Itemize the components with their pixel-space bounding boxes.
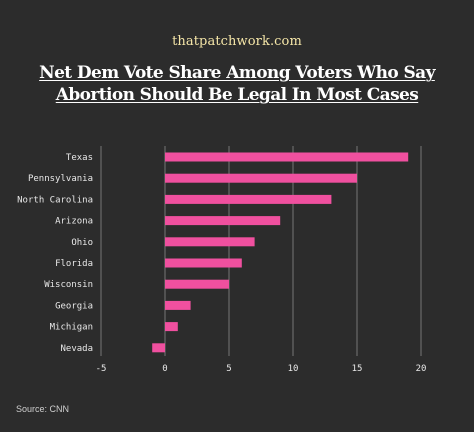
chart-title: Net Dem Vote Share Among Voters Who Say … bbox=[20, 62, 454, 106]
bar bbox=[165, 216, 281, 226]
x-tick-label: 15 bbox=[352, 364, 363, 374]
category-label: Nevada bbox=[60, 344, 93, 354]
x-tick-label: 0 bbox=[162, 364, 167, 374]
category-label: Pennsylvania bbox=[28, 174, 93, 184]
source-note: Source: CNN bbox=[16, 404, 70, 414]
bar bbox=[165, 322, 178, 332]
x-tick-label: 10 bbox=[288, 364, 299, 374]
category-label: Ohio bbox=[71, 238, 93, 248]
bar bbox=[152, 343, 165, 353]
category-label: Georgia bbox=[55, 301, 93, 311]
bar bbox=[165, 300, 191, 310]
x-tick-label: 20 bbox=[416, 364, 427, 374]
category-label: Michigan bbox=[50, 323, 93, 333]
category-label: Arizona bbox=[55, 217, 93, 227]
bar bbox=[165, 173, 357, 183]
category-label: Texas bbox=[66, 153, 93, 163]
category-label: Wisconsin bbox=[44, 280, 93, 290]
bar bbox=[165, 237, 255, 247]
brand-name: thatpatchwork.com bbox=[172, 34, 302, 49]
bar bbox=[165, 152, 409, 162]
category-label: Florida bbox=[55, 259, 93, 269]
bar bbox=[165, 258, 242, 268]
x-tick-label: -5 bbox=[96, 364, 107, 374]
chart-title-line-2: Abortion Should Be Legal In Most Cases bbox=[55, 85, 419, 105]
category-label: North Carolina bbox=[17, 195, 93, 205]
x-tick-label: 5 bbox=[226, 364, 231, 374]
bar bbox=[165, 279, 229, 289]
bar bbox=[165, 194, 332, 204]
chart-title-line-1: Net Dem Vote Share Among Voters Who Say bbox=[39, 63, 435, 83]
